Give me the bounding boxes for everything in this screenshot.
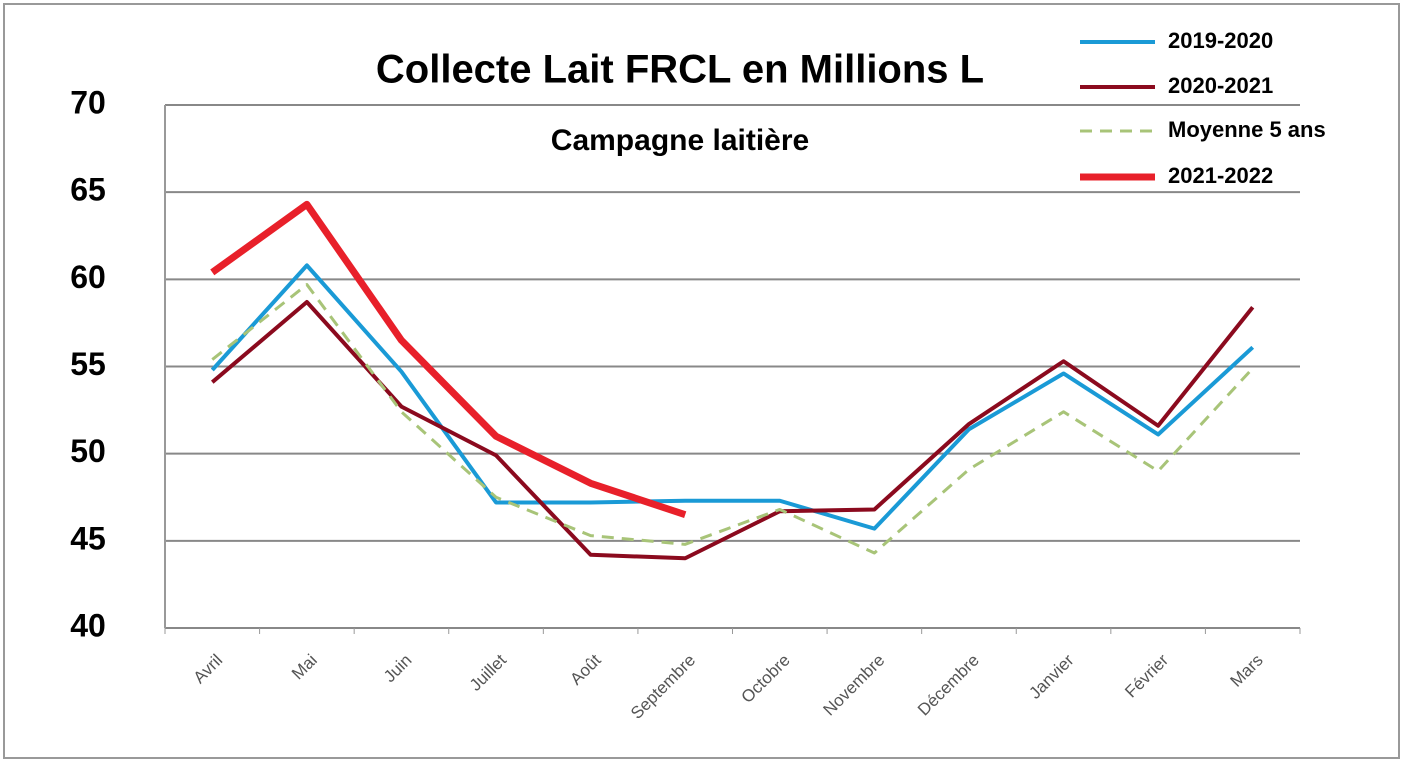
chart-title: Collecte Lait FRCL en Millions L [376,48,984,92]
y-tick-label: 50 [70,433,106,469]
x-tick-label: Décembre [914,651,983,720]
x-tick-label: Septembre [627,651,699,723]
x-tick-label: Janvier [1025,650,1077,702]
legend-label: 2019-2020 [1168,28,1273,53]
y-tick-label: 60 [70,259,106,295]
frame [3,3,1400,759]
x-tick-label: Août [566,650,604,688]
series-line [210,263,1255,531]
series-line [211,283,1254,555]
x-tick-label: Octobre [738,651,794,707]
y-tick-label: 45 [70,520,106,556]
x-tick-label: Novembre [819,651,888,720]
x-tick-label: Avril [190,651,227,688]
y-tick-label: 55 [70,346,106,382]
y-tick-label: 65 [70,172,106,208]
legend-label: 2020-2021 [1168,73,1273,98]
x-tick-label: Février [1121,650,1172,701]
x-tick-label: Mai [288,651,321,684]
series-line [210,299,1255,561]
x-tick-label: Juillet [466,650,510,694]
legend-label: Moyenne 5 ans [1168,117,1326,142]
chart-subtitle: Campagne laitière [551,124,809,157]
y-tick-label: 70 [70,84,106,120]
series-line [210,200,687,519]
y-tick-label: 40 [70,607,106,643]
legend-label: 2021-2022 [1168,163,1273,188]
x-tick-label: Mars [1227,651,1267,691]
x-tick-label: Juin [380,651,415,686]
